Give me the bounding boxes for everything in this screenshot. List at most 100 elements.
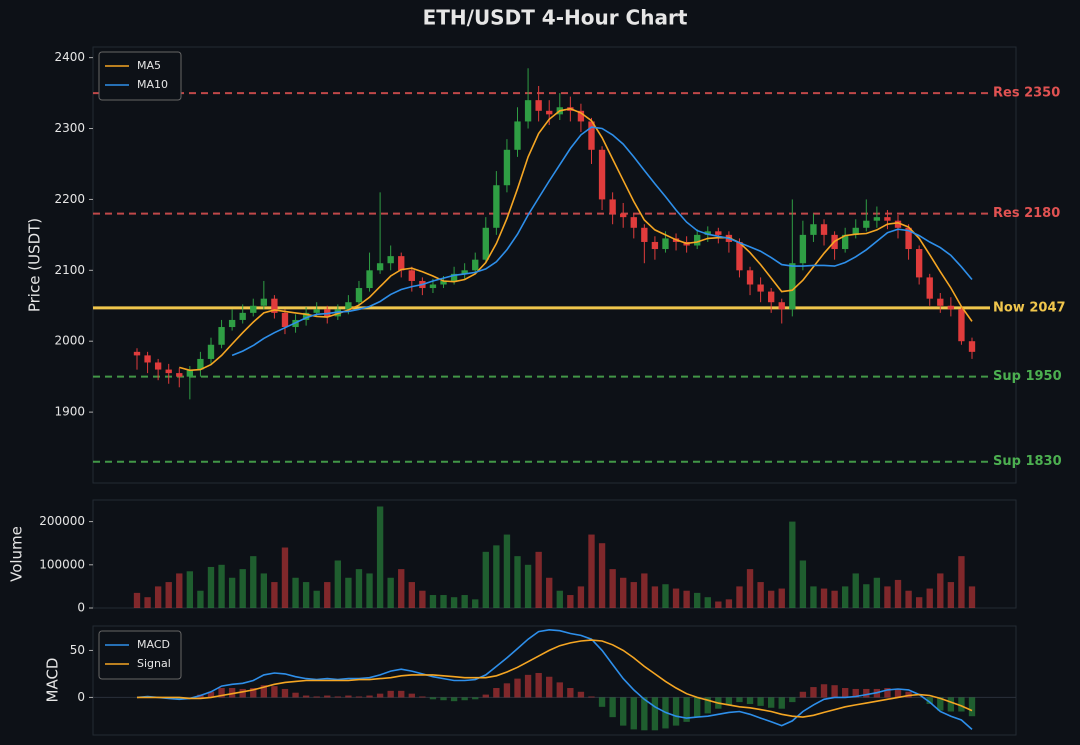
y-tick-label: 0 (77, 690, 85, 704)
volume-bar (672, 588, 680, 608)
candle-body (905, 227, 912, 250)
volume-bar (662, 584, 669, 608)
macd-histogram-bar (588, 696, 595, 698)
candle-body (154, 362, 162, 370)
macd-histogram-bar (937, 697, 944, 711)
macd-histogram-bar (398, 690, 405, 698)
legend-label: MA10 (137, 78, 168, 91)
y-axis-label: Price (USDT) (26, 218, 44, 312)
macd-histogram-bar (630, 697, 637, 730)
volume-bar (461, 595, 468, 608)
volume-bar (715, 601, 722, 608)
macd-histogram-bar (768, 697, 775, 708)
candle-body (630, 217, 637, 228)
macd-histogram-bar (926, 697, 933, 704)
candle-body (366, 270, 373, 289)
candle-body (736, 241, 743, 271)
macd-histogram-bar (831, 685, 838, 698)
volume-bar (302, 582, 310, 608)
legend-label: MACD (137, 638, 170, 651)
volume-bar (419, 590, 426, 608)
macd-histogram-bar (884, 688, 891, 698)
candle-body (186, 369, 194, 377)
volume-panel (92, 499, 1017, 609)
candle-body (239, 312, 246, 320)
candle-body (535, 100, 542, 111)
macd-histogram-bar (334, 696, 341, 698)
volume-bar (250, 556, 257, 608)
candle-body (493, 185, 500, 228)
y-tick-label: 2400 (54, 50, 85, 64)
macd-histogram-bar (947, 697, 955, 712)
candle-body (947, 305, 955, 310)
candle-body (926, 277, 933, 299)
macd-histogram-bar (704, 697, 711, 714)
candle-body (387, 256, 394, 264)
volume-bar (334, 560, 341, 608)
volume-bar (154, 586, 162, 608)
candle-body (376, 263, 384, 271)
volume-bar (926, 588, 933, 608)
volume-bar (567, 595, 574, 608)
macd-histogram-bar (841, 688, 849, 698)
volume-bar (778, 588, 785, 608)
candle-body (704, 231, 711, 235)
candle-body (789, 263, 796, 310)
macd-histogram-bar (683, 697, 690, 722)
volume-bar (324, 582, 331, 608)
volume-bar (884, 586, 891, 608)
candle-body (313, 309, 320, 313)
macd-histogram-bar (324, 695, 331, 698)
candle-body (503, 149, 511, 186)
candle-body (207, 344, 215, 359)
candle-body (662, 238, 669, 250)
volume-bar (873, 577, 881, 608)
volume-bar (789, 521, 796, 608)
volume-bar (683, 590, 690, 608)
y-tick-label: 2000 (54, 334, 85, 348)
volume-bar (524, 564, 532, 608)
candle-body (250, 305, 257, 313)
volume-bar (937, 573, 944, 608)
volume-bar (450, 597, 458, 608)
volume-bar (239, 569, 246, 608)
macd-histogram-bar (355, 696, 363, 698)
volume-bar (535, 551, 542, 608)
macd-histogram-bar (598, 697, 606, 707)
volume-bar (207, 566, 215, 608)
level-label: Sup 1950 (993, 369, 1062, 384)
macd-histogram-bar (292, 692, 299, 698)
candle-body (588, 121, 595, 150)
candle-body (345, 302, 352, 310)
volume-bar (176, 573, 183, 608)
candle-body (260, 298, 268, 306)
volume-bar (598, 543, 606, 608)
candle-body (768, 291, 775, 303)
macd-histogram-bar (609, 697, 616, 718)
candle-body (197, 358, 204, 370)
candle-body (968, 341, 976, 352)
volume-bar (493, 545, 500, 608)
candle-body (176, 373, 183, 377)
candle-body (398, 256, 405, 271)
y-tick-label: 200000 (39, 514, 85, 528)
volume-bar (577, 586, 585, 608)
candle-body (440, 280, 447, 285)
macd-histogram-bar (472, 697, 479, 700)
volume-bar (281, 547, 289, 608)
macd-histogram-bar (376, 693, 384, 698)
volume-bar (387, 577, 394, 608)
volume-bar (144, 597, 151, 608)
macd-histogram-bar (546, 676, 553, 698)
candle-body (620, 213, 627, 218)
volume-bar (197, 590, 204, 608)
volume-bar (968, 586, 976, 608)
volume-bar (831, 590, 838, 608)
candle-body (577, 110, 585, 122)
volume-bar (398, 569, 405, 608)
volume-bar (556, 590, 563, 608)
candle-body (281, 312, 289, 328)
legend-label: Signal (137, 657, 171, 670)
candle-body (355, 288, 363, 303)
